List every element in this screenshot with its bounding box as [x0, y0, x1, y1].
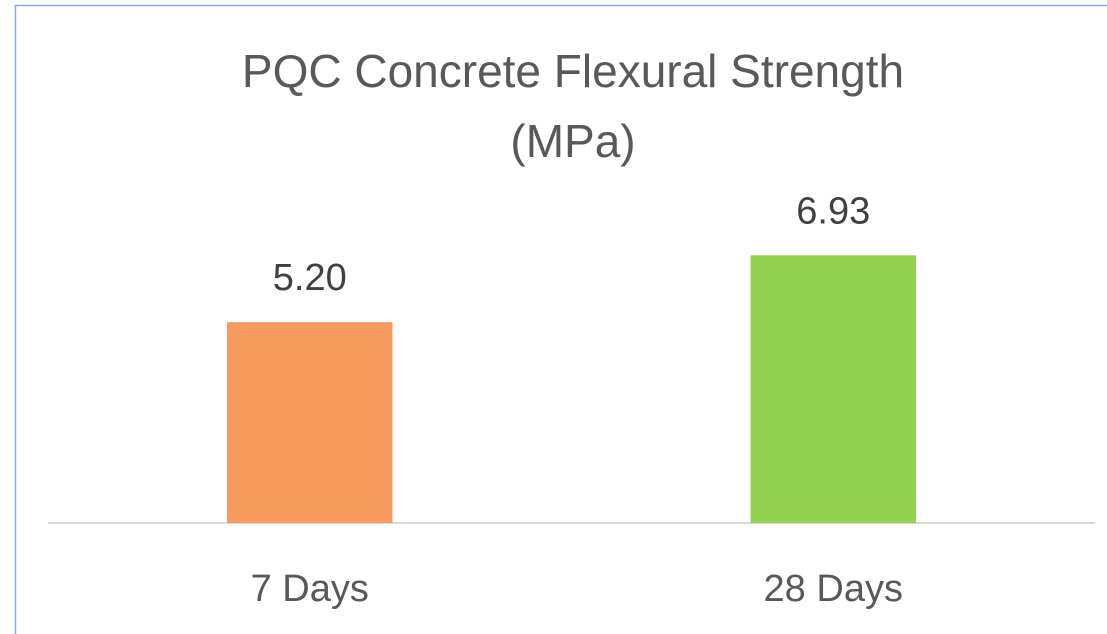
x-tick-label: 28 Days [764, 568, 903, 610]
bar [750, 255, 916, 524]
chart-frame [14, 4, 1107, 634]
data-label: 6.93 [796, 190, 870, 232]
bar [227, 322, 393, 523]
data-label: 5.20 [273, 257, 347, 299]
x-tick-label: 7 Days [251, 568, 369, 610]
chart-title: PQC Concrete Flexural Strength (MPa) [241, 45, 905, 167]
